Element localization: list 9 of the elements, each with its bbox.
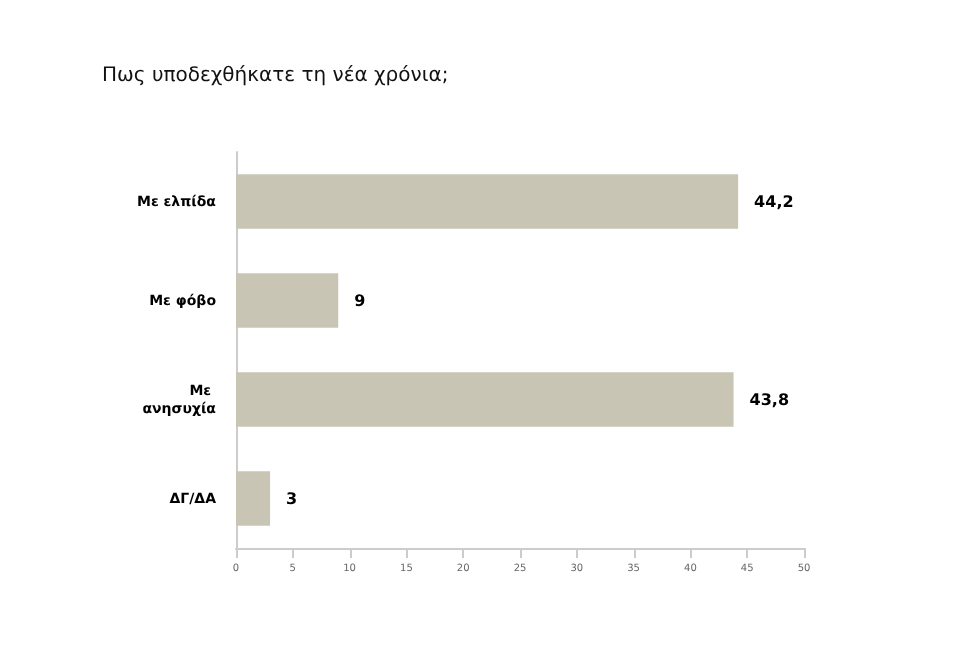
chart-title: Πως υποδεχθήκατε τη νέα χρόνια; (102, 65, 449, 87)
bar (236, 372, 734, 427)
data-label: 43,8 (749, 390, 790, 409)
bar (236, 471, 271, 526)
data-label: 44,2 (754, 192, 794, 211)
bar (236, 273, 339, 328)
bar (236, 174, 739, 229)
data-label: 9 (354, 291, 367, 310)
data-label: 3 (286, 489, 298, 508)
